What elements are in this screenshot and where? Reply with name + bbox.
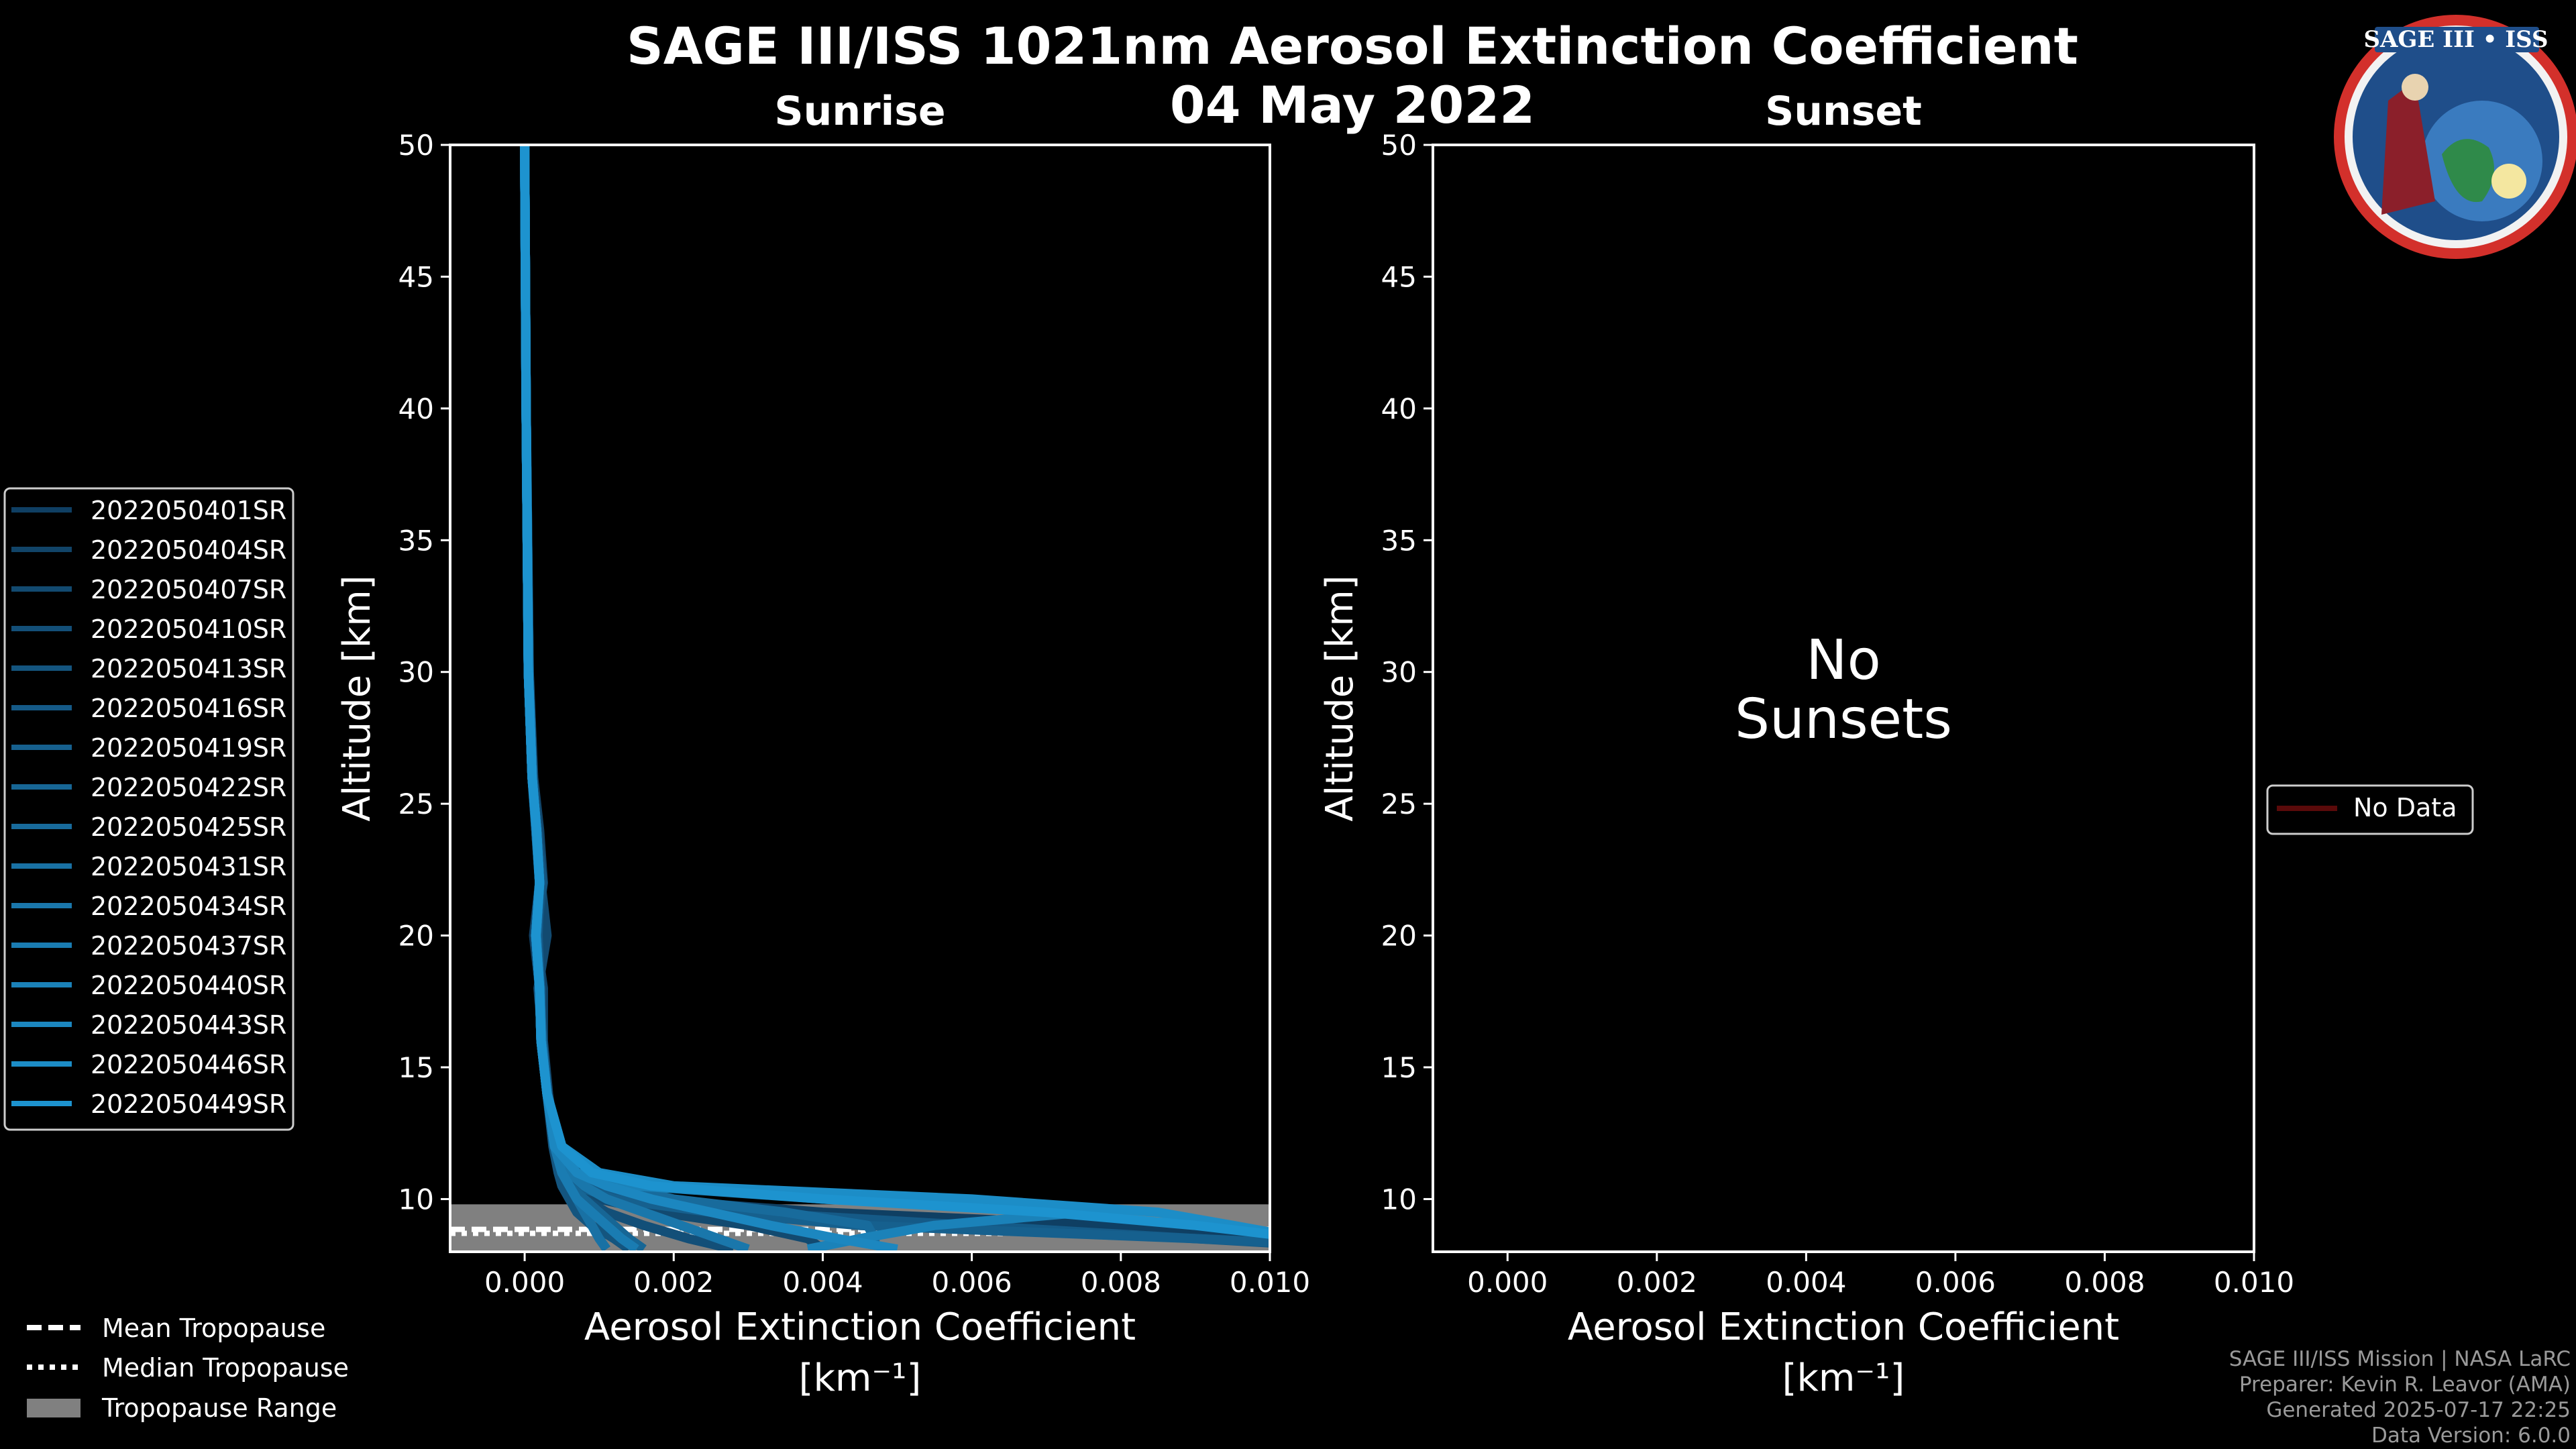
plot-area [450, 145, 1270, 1252]
y-tick-label: 10 [398, 1183, 434, 1216]
legend-label: 2022050425SR [91, 812, 286, 842]
subplot-title: Sunset [1765, 88, 1922, 135]
x-tick-label: 0.010 [1230, 1266, 1310, 1299]
legend-label: 2022050419SR [91, 733, 286, 763]
tropopause-range-swatch [27, 1399, 80, 1417]
x-tick-label: 0.010 [2214, 1266, 2294, 1299]
footer-preparer: Preparer: Kevin R. Leavor (AMA) [2239, 1373, 2571, 1397]
y-tick-label: 15 [1381, 1051, 1417, 1084]
no-data-legend-box [2266, 784, 2474, 835]
legend-label: 2022050446SR [91, 1050, 286, 1079]
x-tick-label: 0.000 [1467, 1266, 1548, 1299]
y-tick-label: 20 [398, 920, 434, 953]
legend-label: 2022050413SR [91, 654, 286, 684]
x-tick-label: 0.006 [1915, 1266, 1996, 1299]
series-legend-box [3, 487, 294, 1131]
y-tick-label: 20 [1381, 920, 1417, 953]
sunset-axes: 0.000 0.002 0.004 0.006 0.008 0.010 10 15 20 25 30… [1318, 88, 2294, 1400]
y-tick-label: 45 [398, 260, 434, 293]
series-legend: 2022050401SR 2022050404SR 2022050407SR 2022… [11, 496, 286, 1119]
plot-content [450, 145, 1270, 1252]
no-data-legend-label: No Data [2353, 793, 2457, 822]
y-tick-label: 30 [398, 656, 434, 689]
x-tick-label: 0.004 [1766, 1266, 1846, 1299]
y-tick-label: 40 [398, 392, 434, 425]
figure-title: SAGE III/ISS 1021nm Aerosol Extinction C… [627, 16, 2078, 76]
legend-label: 2022050431SR [91, 852, 286, 881]
y-tick-label: 25 [1381, 788, 1417, 820]
no-sunsets-annotation: Sunsets [1735, 688, 1952, 751]
legend-label: 2022050434SR [91, 892, 286, 921]
x-axis-label: Aerosol Extinction Coefficient [584, 1305, 1136, 1349]
median-tropopause-label: Median Tropopause [102, 1353, 349, 1383]
tropopause-legend: Mean Tropopause Median Tropopause Tropop… [27, 1313, 349, 1423]
x-tick-label: 0.008 [1081, 1266, 1161, 1299]
legend-label: 2022050410SR [91, 614, 286, 644]
x-tick-label: 0.004 [782, 1266, 863, 1299]
x-tick-label: 0.002 [1617, 1266, 1697, 1299]
subplot-title: Sunrise [774, 88, 945, 135]
legend-label: 2022050401SR [91, 496, 286, 525]
legend-label: 2022050407SR [91, 575, 286, 604]
legend-label: 2022050449SR [91, 1089, 286, 1119]
legend-label: 2022050440SR [91, 971, 286, 1000]
y-axis-label: Altitude [km] [335, 575, 379, 821]
y-tick-label: 50 [1381, 129, 1417, 162]
footer-generated: Generated 2025-07-17 22:25 [2266, 1398, 2571, 1422]
x-axis-label: Aerosol Extinction Coefficient [1568, 1305, 2119, 1349]
x-tick-label: 0.006 [932, 1266, 1012, 1299]
y-tick-label: 25 [398, 788, 434, 820]
axes-frame [1432, 144, 2255, 1253]
y-tick-label: 10 [1381, 1183, 1417, 1216]
legend-label: 2022050443SR [91, 1010, 286, 1040]
y-tick-label: 35 [398, 524, 434, 557]
footer-mission: SAGE III/ISS Mission | NASA LaRC [2229, 1347, 2571, 1371]
x-tick-label: 0.000 [484, 1266, 565, 1299]
footer-version: Data Version: 6.0.0 [2371, 1424, 2571, 1448]
axes-frame [449, 144, 1271, 1253]
legend-label: 2022050416SR [91, 694, 286, 723]
profile-line-2022050449SR [520, 145, 1270, 1239]
x-tick-label: 0.002 [633, 1266, 714, 1299]
y-tick-label: 30 [1381, 656, 1417, 689]
x-axis-unit: [km⁻¹] [799, 1356, 922, 1400]
y-tick-label: 50 [398, 129, 434, 162]
legend-label: 2022050404SR [91, 535, 286, 565]
y-tick-label: 45 [1381, 260, 1417, 293]
legend-label: 2022050422SR [91, 773, 286, 802]
figure-date: 04 May 2022 [1170, 75, 1535, 135]
x-tick-label: 0.008 [2064, 1266, 2145, 1299]
y-tick-label: 15 [398, 1051, 434, 1084]
tropopause-range-label: Tropopause Range [101, 1393, 337, 1423]
y-axis-label: Altitude [km] [1318, 575, 1362, 821]
no-sunsets-annotation: No [1806, 629, 1881, 692]
y-tick-label: 35 [1381, 524, 1417, 557]
mean-tropopause-label: Mean Tropopause [102, 1313, 325, 1343]
plot-area [1433, 145, 2254, 1252]
sage-iii-iss-logo: SAGE III • ISS [2334, 15, 2576, 259]
y-tick-label: 40 [1381, 392, 1417, 425]
logo-text: SAGE III • ISS [2363, 26, 2548, 53]
x-axis-unit: [km⁻¹] [1782, 1356, 1905, 1400]
sunrise-axes: 0.000 0.002 0.004 0.006 0.008 0.010 10 15 20 25 30… [335, 88, 1310, 1400]
legend-label: 2022050437SR [91, 931, 286, 961]
